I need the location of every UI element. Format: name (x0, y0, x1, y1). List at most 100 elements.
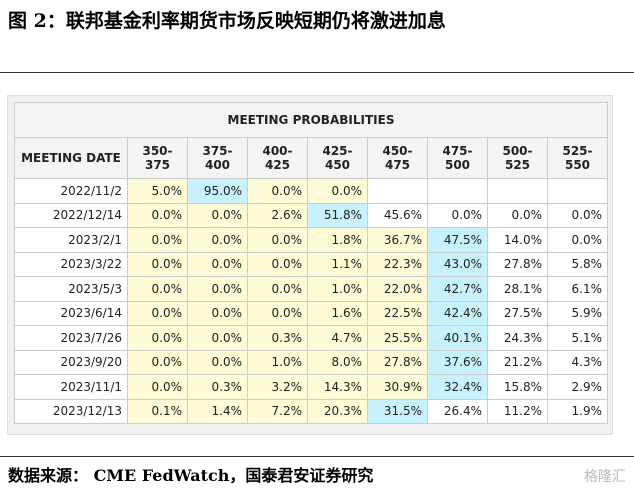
rule (0, 456, 634, 457)
probability-cell: 4.3% (547, 349, 608, 375)
probability-cell: 0.0% (127, 227, 188, 253)
probability-cell (427, 178, 488, 204)
probability-table: MEETING PROBABILITIES MEETING DATE 350-375… (14, 102, 608, 424)
probability-cell: 0.3% (247, 325, 308, 351)
probability-cell: 8.0% (307, 349, 368, 375)
probability-cell: 36.7% (367, 227, 428, 253)
probability-cell: 5.8% (547, 251, 608, 277)
column-header: 525-550 (547, 137, 608, 179)
probability-cell: 42.7% (427, 276, 488, 302)
probability-cell: 0.0% (247, 178, 308, 204)
data-row: 2023/3/22 0.0% 0.0% 0.0% 1.1% 22.3% 43.0% 27.8%… (14, 251, 608, 277)
column-header: MEETING DATE (14, 137, 128, 179)
data-row: 2023/2/1 0.0% 0.0% 0.0% 1.8% 36.7% 47.5% 14.0% 0… (14, 227, 608, 253)
probability-cell: 0.0% (127, 325, 188, 351)
data-row: 2023/12/13 0.1% 1.4% 7.2% 20.3% 31.5% 26.4% 11.… (14, 398, 608, 424)
meeting-date: 2023/6/14 (14, 300, 128, 326)
probability-cell: 4.7% (307, 325, 368, 351)
probability-cell: 0.0% (247, 276, 308, 302)
probability-cell: 37.6% (427, 349, 488, 375)
probability-cell: 1.0% (247, 349, 308, 375)
probability-cell: 22.0% (367, 276, 428, 302)
meeting-date: 2023/11/1 (14, 374, 128, 400)
probability-cell: 0.0% (127, 276, 188, 302)
meeting-date: 2023/9/20 (14, 349, 128, 375)
rule (0, 72, 634, 73)
probability-cell: 5.9% (547, 300, 608, 326)
column-header: 500-525 (487, 137, 548, 179)
data-row: 2023/5/3 0.0% 0.0% 0.0% 1.0% 22.0% 42.7% 28.1% 6… (14, 276, 608, 302)
probability-cell: 1.8% (307, 227, 368, 253)
probability-cell: 32.4% (427, 374, 488, 400)
probability-cell: 25.5% (367, 325, 428, 351)
probability-cell: 3.2% (247, 374, 308, 400)
probability-cell: 5.1% (547, 325, 608, 351)
probability-cell: 2.6% (247, 202, 308, 228)
probability-cell: 1.1% (307, 251, 368, 277)
probability-cell: 20.3% (307, 398, 368, 424)
probability-cell: 0.0% (547, 227, 608, 253)
probability-cell: 42.4% (427, 300, 488, 326)
data-row: 2022/12/14 0.0% 0.0% 2.6% 51.8% 45.6% 0.0% 0.0%… (14, 202, 608, 228)
probability-cell: 27.5% (487, 300, 548, 326)
probability-cell: 1.6% (307, 300, 368, 326)
probability-cell: 43.0% (427, 251, 488, 277)
meeting-date: 2023/3/22 (14, 251, 128, 277)
probability-cell: 0.0% (187, 227, 248, 253)
probability-cell: 0.0% (127, 374, 188, 400)
probability-cell: 0.0% (187, 251, 248, 277)
probability-cell: 27.8% (487, 251, 548, 277)
probability-cell: 0.0% (427, 202, 488, 228)
probability-cell: 0.0% (487, 202, 548, 228)
figure-title: 图 2：联邦基金利率期货市场反映短期仍将激进加息 (8, 10, 446, 32)
probability-cell: 15.8% (487, 374, 548, 400)
title-row: MEETING PROBABILITIES (14, 102, 608, 138)
data-row: 2023/9/20 0.0% 0.0% 1.0% 8.0% 27.8% 37.6% 21.2%… (14, 349, 608, 375)
probability-cell: 30.9% (367, 374, 428, 400)
probability-cell: 0.0% (547, 202, 608, 228)
probability-cell: 22.5% (367, 300, 428, 326)
probability-cell: 2.9% (547, 374, 608, 400)
probability-cell: 1.4% (187, 398, 248, 424)
probability-cell: 1.9% (547, 398, 608, 424)
probability-cell: 27.8% (367, 349, 428, 375)
meeting-date: 2023/2/1 (14, 227, 128, 253)
source-note: 数据来源： CME FedWatch，国泰君安证券研究 (8, 466, 374, 485)
table-panel: MEETING PROBABILITIES MEETING DATE 350-375… (7, 95, 613, 435)
probability-cell: 45.6% (367, 202, 428, 228)
data-row: 2022/11/2 5.0% 95.0% 0.0% 0.0% (14, 178, 608, 204)
probability-cell: 0.0% (127, 251, 188, 277)
column-header: 425-450 (307, 137, 368, 179)
probability-cell: 7.2% (247, 398, 308, 424)
column-header: 350-375 (127, 137, 188, 179)
probability-cell: 0.0% (187, 202, 248, 228)
probability-cell: 0.0% (187, 276, 248, 302)
probability-cell: 0.0% (307, 178, 368, 204)
probability-cell: 0.1% (127, 398, 188, 424)
probability-cell: 51.8% (307, 202, 368, 228)
probability-cell: 0.0% (187, 325, 248, 351)
probability-cell (487, 178, 548, 204)
probability-cell: 40.1% (427, 325, 488, 351)
probability-cell: 1.0% (307, 276, 368, 302)
probability-cell: 14.0% (487, 227, 548, 253)
probability-cell: 0.0% (247, 227, 308, 253)
probability-cell: 0.0% (187, 349, 248, 375)
column-header: 400-425 (247, 137, 308, 179)
probability-cell: 0.0% (247, 251, 308, 277)
probability-cell: 28.1% (487, 276, 548, 302)
probability-cell: 0.0% (127, 349, 188, 375)
probability-cell: 0.0% (247, 300, 308, 326)
probability-cell (367, 178, 428, 204)
meeting-date: 2023/12/13 (14, 398, 128, 424)
meeting-date: 2023/5/3 (14, 276, 128, 302)
column-header: 475-500 (427, 137, 488, 179)
probability-cell (547, 178, 608, 204)
probability-cell: 11.2% (487, 398, 548, 424)
probability-cell: 31.5% (367, 398, 428, 424)
data-row: 2023/7/26 0.0% 0.0% 0.3% 4.7% 25.5% 40.1% 24.3%… (14, 325, 608, 351)
probability-cell: 24.3% (487, 325, 548, 351)
probability-cell: 0.0% (127, 202, 188, 228)
probability-cell: 5.0% (127, 178, 188, 204)
